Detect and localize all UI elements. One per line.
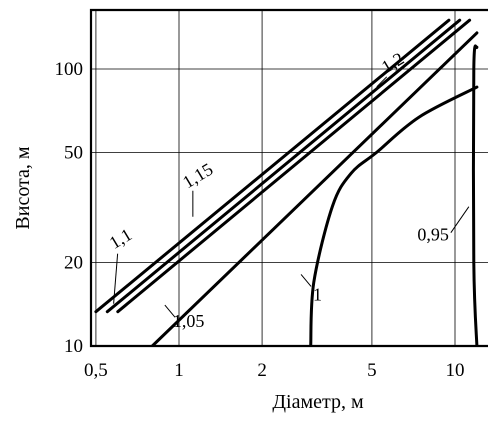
curve-label-leader	[113, 253, 119, 304]
curve-1-15	[105, 18, 462, 314]
y-tick-labels: 10 20 50 100	[55, 59, 84, 357]
curve-label: 1,1	[106, 224, 136, 253]
y-axis-label: Висота, м	[12, 146, 34, 230]
curve-0-95	[471, 44, 479, 346]
curve-1-2	[94, 18, 451, 314]
y-tick-label: 20	[64, 253, 83, 274]
curve-label: 1,2	[378, 48, 408, 77]
x-tick-label: 10	[446, 360, 465, 381]
curve-1	[309, 85, 479, 346]
curves	[94, 18, 479, 346]
x-tick-label: 5	[367, 360, 377, 381]
curve-labels: 1,2 1,15 1,1 1,05 1 0,95	[106, 48, 449, 331]
grid	[91, 10, 488, 346]
y-tick-label: 100	[55, 59, 84, 80]
x-tick-label: 1	[174, 360, 184, 381]
curve-label-leader	[300, 274, 312, 287]
plot-frame	[89, 8, 488, 348]
curve-label-leader	[450, 206, 470, 233]
curve-label-leaders	[113, 76, 470, 318]
y-tick-label: 50	[64, 142, 83, 163]
x-tick-label: 0,5	[84, 360, 108, 381]
x-tick-labels: 0,5 1 2 5 10	[84, 360, 464, 381]
curve-label: 1,15	[179, 159, 216, 192]
curve-label: 0,95	[417, 225, 449, 245]
curve-1-05	[150, 31, 479, 346]
curve-label: 1,05	[173, 311, 205, 331]
x-tick-label: 2	[257, 360, 267, 381]
y-tick-label: 10	[64, 336, 83, 357]
x-axis-label: Діаметр, м	[272, 391, 364, 413]
curve-label: 1	[313, 284, 322, 304]
curve-label-leader	[376, 76, 388, 88]
curve-1-1	[116, 18, 472, 314]
curve-label-leader	[164, 304, 176, 318]
